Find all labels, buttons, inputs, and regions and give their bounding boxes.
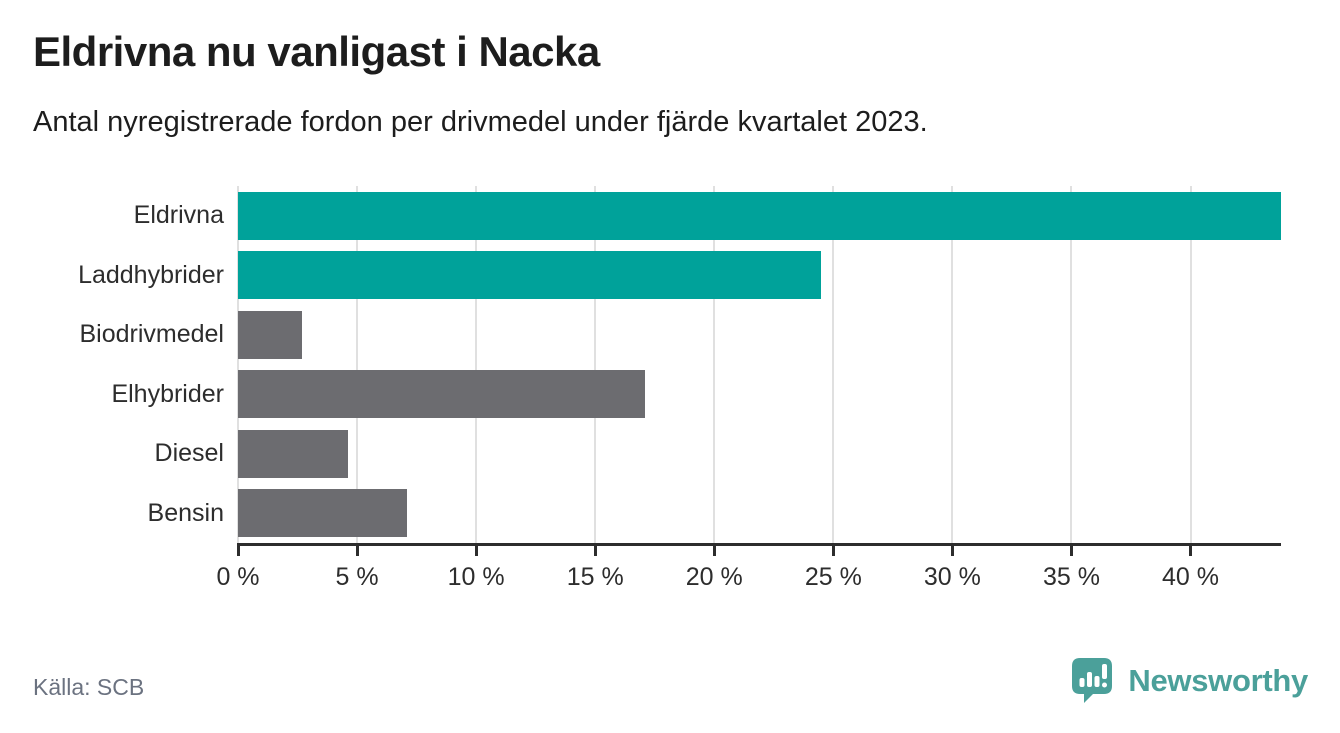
bar-track: [238, 484, 1281, 544]
category-label: Elhybrider: [111, 379, 224, 408]
bar-track: [238, 186, 1281, 246]
category-label: Bensin: [147, 498, 224, 527]
x-tick-label: 40 %: [1162, 563, 1219, 591]
bar: [238, 251, 822, 300]
category-label: Biodrivmedel: [79, 320, 224, 349]
category-label: Diesel: [154, 439, 224, 468]
x-tick: [593, 543, 597, 556]
bar: [238, 370, 646, 419]
newsworthy-logo: Newsworthy: [1069, 656, 1308, 706]
x-tick: [355, 543, 359, 556]
bar-row: Elhybrider: [0, 365, 1281, 425]
bar-track: [238, 424, 1281, 484]
bar-row: Eldrivna: [0, 186, 1281, 246]
bar-row: Diesel: [0, 424, 1281, 484]
category-label: Eldrivna: [133, 201, 224, 230]
category-label: Laddhybrider: [78, 260, 224, 289]
bar-row: Laddhybrider: [0, 246, 1281, 306]
newsworthy-logo-icon: [1072, 658, 1113, 703]
bar: [238, 310, 303, 359]
bar-row: Bensin: [0, 484, 1281, 544]
bar: [238, 429, 348, 478]
bar-row: Biodrivmedel: [0, 305, 1281, 365]
x-tick-label: 10 %: [447, 563, 505, 591]
bar: [238, 191, 1281, 240]
x-tick: [950, 543, 954, 556]
bar-rows: Eldrivna Laddhybrider Biodrivmedel Elhybrid…: [0, 186, 1281, 543]
x-tick: [831, 543, 835, 556]
bar-track: [238, 305, 1281, 365]
x-tick-label: 0 %: [216, 563, 260, 591]
x-tick: [474, 543, 478, 556]
x-tick-label: 25 %: [804, 563, 862, 591]
x-tick: [1189, 543, 1192, 556]
chart-subtitle: Antal nyregistrerade fordon per drivmede…: [33, 106, 928, 138]
x-tick: [236, 543, 240, 556]
chart-title: Eldrivna nu vanligast i Nacka: [33, 28, 600, 75]
x-tick-label: 15 %: [566, 563, 624, 591]
source-note: Källa: SCB: [33, 674, 145, 700]
x-tick-label: 5 %: [335, 563, 379, 591]
x-tick-label: 35 %: [1042, 563, 1100, 591]
bar: [238, 489, 408, 538]
bar-track: [238, 365, 1281, 425]
x-tick-label: 30 %: [923, 563, 981, 591]
x-axis-line: [238, 543, 1281, 546]
bar-chart: Eldrivna Laddhybrider Biodrivmedel Elhybrid…: [0, 186, 1281, 606]
x-tick-label: 20 %: [685, 563, 743, 591]
x-tick: [712, 543, 716, 556]
x-axis: 0 % 5 % 10 % 15 % 20 % 25 % 30 % 35 % 40 %: [216, 543, 1281, 603]
newsworthy-logo-text: Newsworthy: [1128, 663, 1308, 698]
bar-track: [238, 246, 1281, 306]
x-tick: [1069, 543, 1073, 556]
